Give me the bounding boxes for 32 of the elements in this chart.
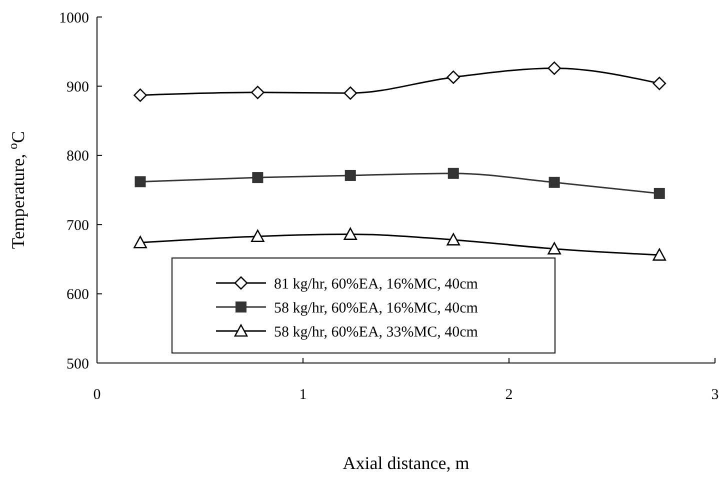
y-tick-label: 500 <box>66 356 89 372</box>
point <box>344 228 358 240</box>
y-tick-label: 1000 <box>59 10 89 26</box>
y-tick-label: 700 <box>66 218 89 234</box>
y-tick-label: 800 <box>66 148 89 165</box>
point <box>134 236 147 248</box>
point <box>344 170 356 181</box>
point <box>548 242 561 254</box>
legend-label: 58 kg/hr, 60%EA, 16%MC, 40cm <box>274 300 478 316</box>
point <box>134 176 146 188</box>
point <box>548 62 561 75</box>
point <box>654 188 665 199</box>
point <box>652 248 666 261</box>
point <box>251 230 264 242</box>
x-tick-label: 3 <box>711 387 719 403</box>
y-tick-label: 900 <box>66 79 89 96</box>
legend-label: 81 kg/hr, 60%EA, 16%MC, 40cm <box>274 276 478 292</box>
point <box>548 176 560 188</box>
y-tick-label: 600 <box>66 287 89 304</box>
x-tick-label: 2 <box>505 387 513 403</box>
x-axis-title: Axial distance, m <box>342 453 470 473</box>
point <box>344 86 358 100</box>
legend-label: 58 kg/hr, 60%EA, 33%MC, 40cm <box>274 324 478 340</box>
point <box>252 172 264 184</box>
point <box>652 76 666 90</box>
x-tick-label: 0 <box>93 387 101 403</box>
point <box>446 70 460 84</box>
x-tick-label: 1 <box>299 387 307 403</box>
point <box>134 88 147 102</box>
point <box>448 168 459 179</box>
point <box>251 86 264 100</box>
point <box>446 233 460 246</box>
